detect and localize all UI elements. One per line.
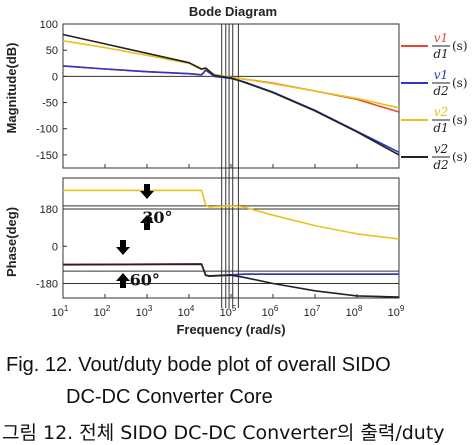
- legend-suffix: (s): [452, 76, 468, 90]
- legend-numerator: v2: [434, 105, 448, 119]
- figure-caption-line-2: DC-DC Converter Core: [66, 386, 273, 408]
- legend-numerator: v2: [434, 142, 448, 156]
- x-tick-label: 105: [220, 304, 237, 319]
- legend-denominator: d2: [433, 84, 448, 98]
- x-tick-label: 109: [388, 304, 405, 319]
- phase-y-tick-label: 0: [52, 241, 58, 253]
- x-tick-label: 106: [262, 304, 279, 319]
- magnitude-series-v2-d2: [62, 33, 400, 156]
- legend-denominator: d1: [433, 121, 448, 135]
- magnitude-y-label: Magnitude(dB): [4, 43, 19, 134]
- magnitude-y-tick-label: 0: [52, 71, 58, 83]
- arrow-down-icon: [116, 240, 130, 255]
- phase-margin-annotation: 60°: [130, 270, 160, 289]
- phase-margin-annotation: 30°: [142, 208, 172, 227]
- bode-diagram: Bode Diagram Magnitude(dB) Phase(deg) Fr…: [4, 4, 468, 337]
- figure-caption-line-1: Fig. 12. Vout/duty bode plot of overall …: [6, 354, 391, 376]
- x-tick-label: 103: [136, 304, 153, 319]
- figure-caption-korean: 그림 12. 전체 SIDO DC-DC Converter의 출력/duty: [2, 422, 445, 444]
- arrow-up-icon: [140, 215, 154, 230]
- phase-y-tick-label: 180: [40, 204, 58, 216]
- phase-y-tick-label: -180: [36, 279, 58, 291]
- magnitude-y-tick-label: 100: [40, 19, 58, 31]
- magnitude-y-tick-label: 50: [46, 45, 58, 57]
- x-tick-label: 101: [52, 304, 69, 319]
- phase-series-v2-d2: [62, 263, 400, 298]
- legend-suffix: (s): [452, 113, 468, 127]
- arrow-up-icon: [116, 273, 130, 288]
- legend-numerator: v1: [434, 31, 448, 45]
- x-tick-label: 107: [304, 304, 321, 319]
- x-tick-label: 108: [346, 304, 363, 319]
- legend-suffix: (s): [452, 39, 468, 53]
- legend-suffix: (s): [452, 150, 468, 164]
- x-tick-label: 104: [178, 304, 195, 319]
- magnitude-y-tick-label: -50: [42, 98, 58, 110]
- phase-y-label: Phase(deg): [4, 207, 19, 277]
- phase-series-v2-d1: [63, 189, 400, 240]
- legend-numerator: v1: [434, 68, 448, 82]
- legend-denominator: d1: [433, 47, 448, 61]
- legend-denominator: d2: [433, 158, 448, 172]
- arrow-down-icon: [140, 184, 154, 199]
- x-tick-label: 102: [94, 304, 111, 319]
- magnitude-y-tick-label: -150: [36, 150, 58, 162]
- x-axis-label: Frequency (rad/s): [176, 322, 285, 337]
- chart-title: Bode Diagram: [189, 4, 277, 19]
- phase-plot-frame: [62, 177, 400, 299]
- magnitude-y-tick-label: -100: [36, 124, 58, 136]
